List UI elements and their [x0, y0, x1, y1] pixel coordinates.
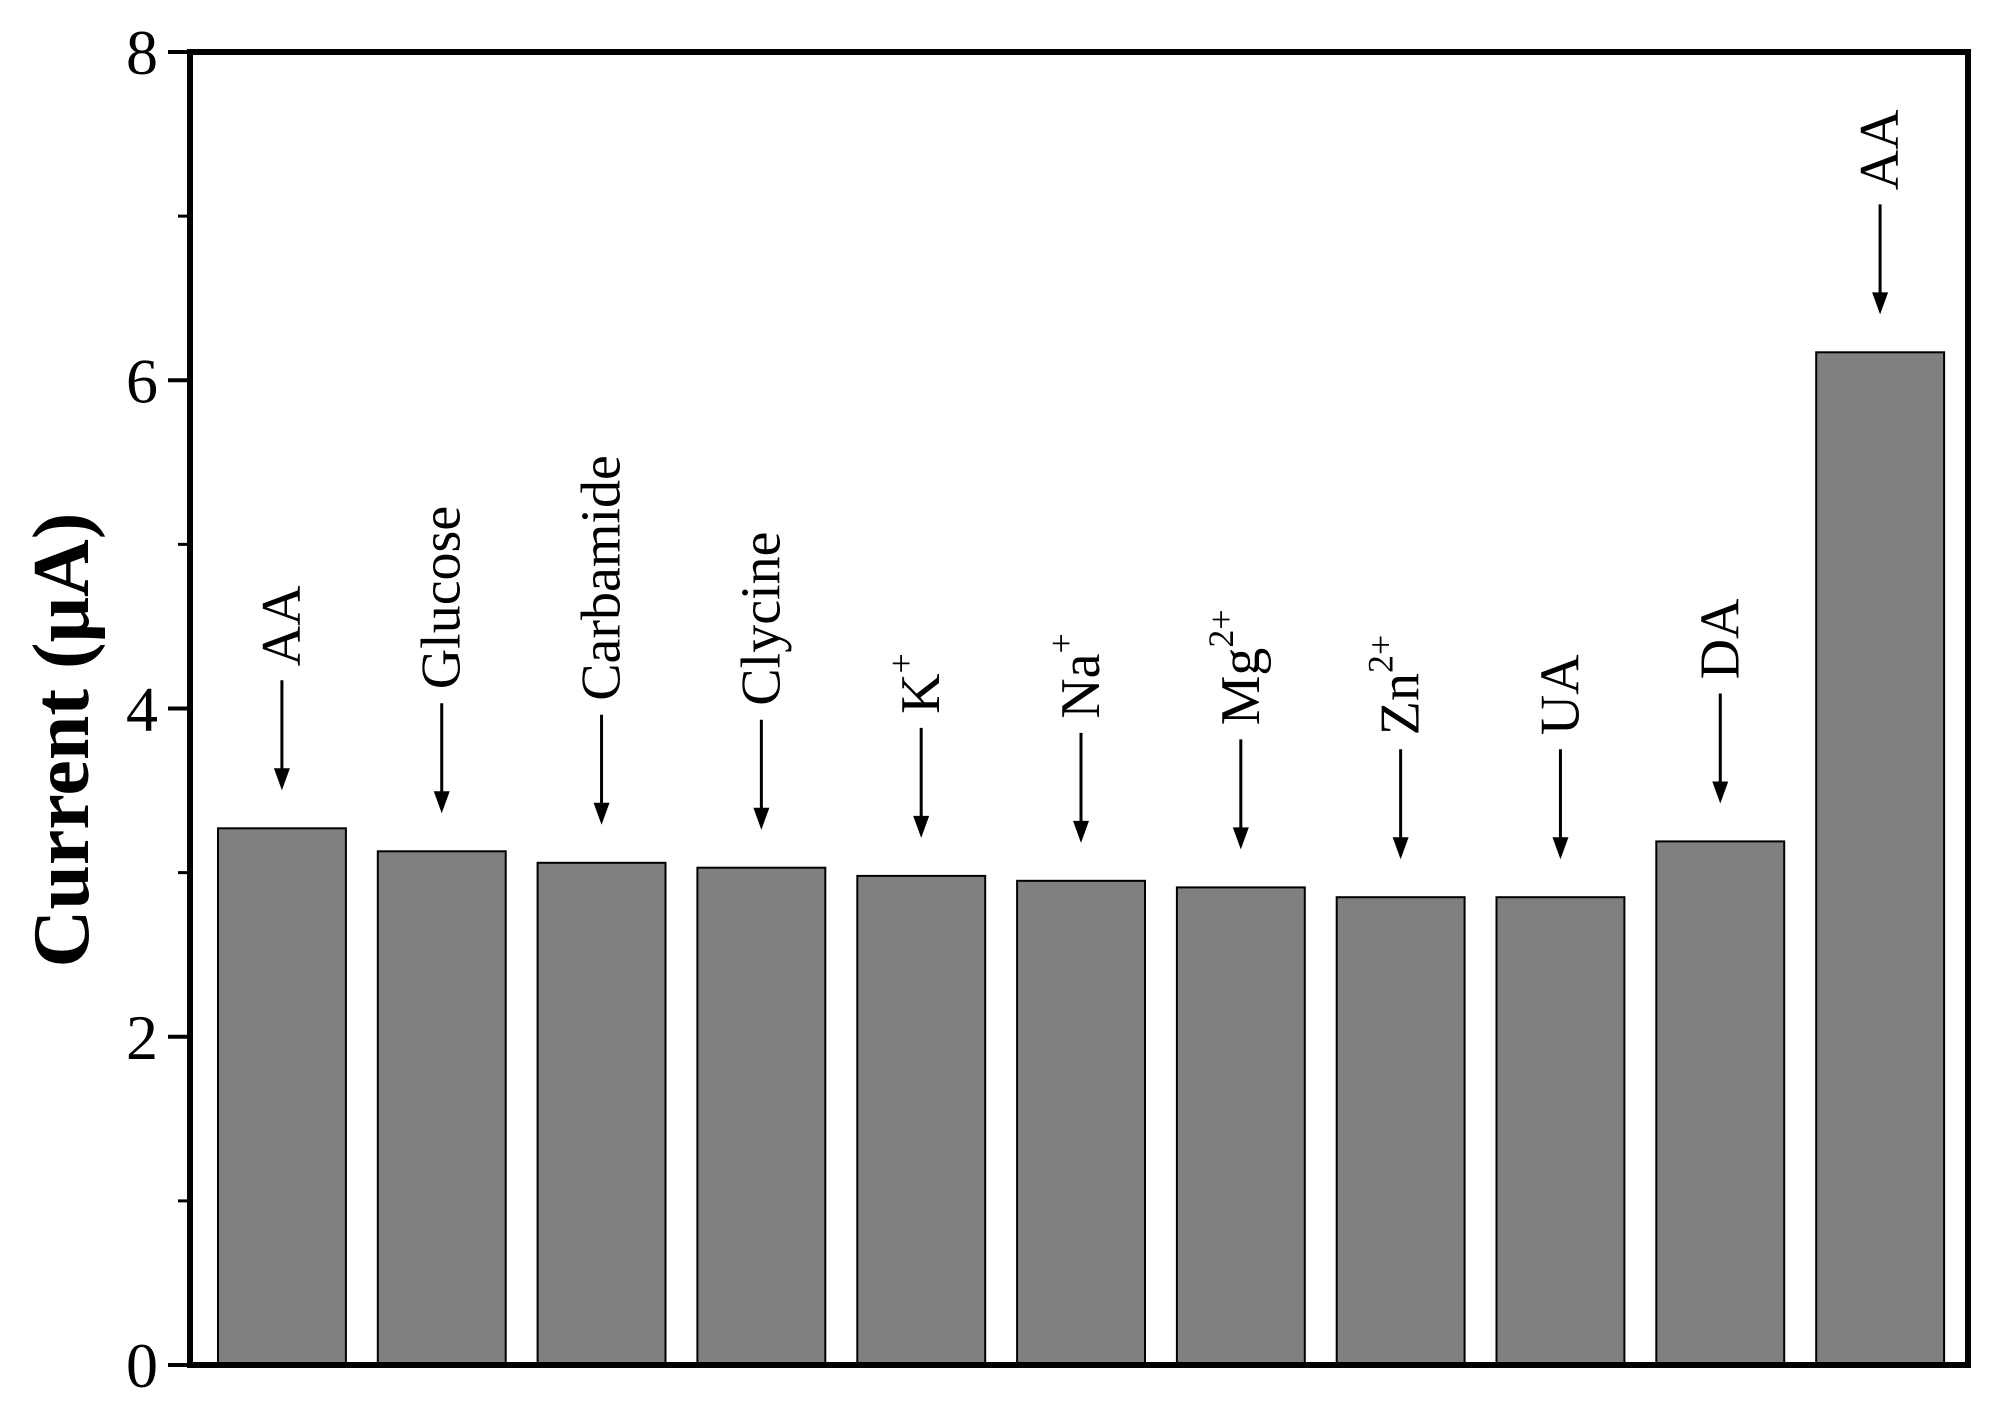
arrow-head [1872, 292, 1889, 315]
arrow-head [1392, 837, 1409, 860]
category-label: UA [1530, 654, 1592, 735]
y-tick-label: 0 [126, 1330, 158, 1396]
bar [217, 827, 347, 1366]
arrow-head [1712, 781, 1729, 804]
bar [536, 861, 667, 1366]
bar [856, 874, 987, 1367]
category-label: AA [251, 585, 313, 666]
y-tick-label: 8 [126, 17, 158, 88]
bar [1655, 840, 1786, 1366]
arrow-head [1232, 827, 1249, 850]
category-label: Clycine [730, 532, 792, 706]
category-label: Na+ [1041, 633, 1112, 719]
arrow-head [593, 802, 610, 825]
arrow-head [433, 791, 450, 814]
annotations-group: AA Glucose Carbamide Clycine K+ Na+ Mg2+ Zn2+ UA… [251, 109, 1911, 860]
category-label: AA [1849, 109, 1911, 190]
bar [696, 866, 827, 1366]
y-tick-label: 2 [126, 1002, 158, 1073]
bar [1815, 351, 1946, 1366]
category-label: DA [1689, 598, 1751, 679]
bar [1495, 896, 1626, 1366]
bar [1175, 886, 1306, 1367]
bar [1335, 896, 1466, 1366]
category-label: Zn2+ [1361, 635, 1432, 736]
category-label: K+ [881, 653, 952, 714]
arrow-head [753, 807, 770, 830]
arrow-head [273, 768, 290, 791]
category-label: Glucose [411, 506, 473, 690]
bars-group [217, 351, 1946, 1367]
y-axis-label: Current (μA) [18, 513, 106, 968]
category-label: Carbamide [571, 455, 633, 701]
axes-group: 0 2 4 6 8 [126, 17, 1971, 1401]
bar [376, 850, 507, 1366]
arrow-head [1073, 820, 1089, 843]
category-label: Mg2+ [1201, 609, 1272, 725]
y-tick-label: 4 [126, 674, 158, 745]
arrow-head [1552, 837, 1569, 860]
bar [1016, 879, 1146, 1366]
arrow-head [913, 815, 930, 838]
y-tick-label: 6 [126, 345, 158, 416]
